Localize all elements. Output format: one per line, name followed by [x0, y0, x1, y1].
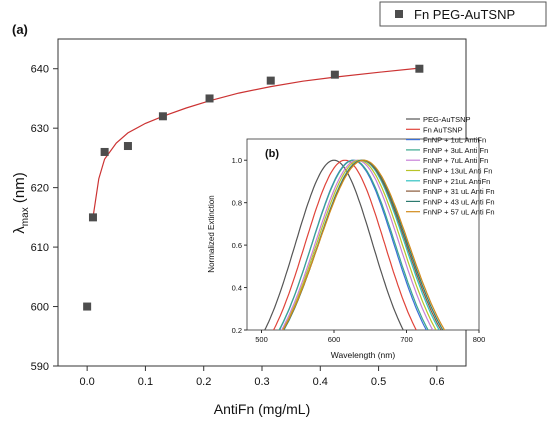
main-legend-box	[379, 1, 547, 27]
x-tick-label: 0.1	[138, 376, 153, 388]
inset-legend-label: FnNP + 7uL Anti Fn	[423, 156, 488, 165]
y-tick-label: 640	[31, 64, 49, 76]
data-point	[205, 94, 214, 103]
inset-spectra	[264, 159, 446, 330]
inset-legend-label: FnNP + 21uL AntiFn	[423, 177, 490, 186]
y-label-subscript: max	[20, 207, 31, 226]
spectrum-line	[282, 159, 446, 330]
x-tick-label: 0.5	[371, 376, 386, 388]
inset-legend-label: FnNP + 57 uL Anti Fn	[423, 208, 495, 217]
x-tick-label: 0.2	[196, 376, 211, 388]
x-tick-label: 0.4	[313, 376, 328, 388]
inset-legend-label: FnNP + 13uL Anti Fn	[423, 167, 492, 176]
spectrum-line	[264, 159, 404, 330]
data-point	[330, 70, 339, 79]
data-point	[158, 112, 167, 121]
inset-y-tick-label: 0.6	[232, 241, 242, 250]
x-tick-label: 0.0	[79, 376, 94, 388]
inset-plot-frame	[246, 138, 480, 331]
main-legend: Fn PEG-AuTSNP	[379, 1, 547, 27]
y-tick-label: 620	[31, 183, 49, 195]
y-tick-label: 600	[31, 302, 49, 314]
inset-y-tick-label: 1.0	[232, 156, 242, 165]
inset-y-tick-label: 0.8	[232, 199, 242, 208]
main-legend-label: Fn PEG-AuTSNP	[414, 7, 515, 22]
main-axis-ticks: 0.0 0.1 0.2 0.3 0.4 0.5 0.6 590 600 610 620 630 640	[31, 64, 445, 388]
inset-y-tick-label: 0.4	[232, 284, 242, 293]
data-point	[88, 213, 97, 222]
y-tick-label: 630	[31, 123, 49, 135]
y-label-unit: (nm)	[11, 172, 28, 207]
inset-legend-label: FnNP + 31 uL Anti Fn	[423, 187, 495, 196]
inset-y-axis-label: Normalized Extinction	[207, 195, 216, 272]
inset-panel: (b) Wavelength (nm) Normalized Extinctio…	[207, 115, 495, 360]
inset-x-tick-label: 700	[400, 335, 413, 344]
inset-x-axis-label: Wavelength (nm)	[331, 350, 396, 360]
inset-x-tick-label: 500	[255, 335, 268, 344]
y-tick-label: 590	[31, 361, 49, 373]
x-tick-label: 0.3	[254, 376, 269, 388]
main-legend-marker	[395, 10, 403, 18]
y-label-lambda: λ	[11, 226, 28, 234]
data-point	[415, 64, 424, 73]
inset-axis-ticks: 500 600 700 800 0.2 0.4 0.6 0.8 1.0	[232, 156, 486, 344]
spectrum-line	[278, 159, 429, 330]
svg-text:λmax (nm): λmax (nm)	[11, 172, 31, 233]
spectrum-line	[272, 159, 417, 330]
inset-x-tick-label: 600	[328, 335, 341, 344]
data-point	[100, 147, 109, 156]
inset-legend-label: PEG-AuTSNP	[423, 115, 471, 124]
inset-legend-label: FnNP + 43 uL Anti Fn	[423, 197, 495, 206]
main-data-points	[83, 64, 424, 311]
inset-legend-label: FnNP + 1uL AntiFn	[423, 136, 486, 145]
panel-a-label: (a)	[12, 22, 28, 37]
inset-x-tick-label: 800	[473, 335, 486, 344]
y-tick-label: 610	[31, 242, 49, 254]
inset-y-tick-label: 0.2	[232, 326, 242, 335]
main-x-axis-label: AntiFn (mg/mL)	[214, 401, 310, 417]
data-point	[123, 142, 132, 151]
panel-b-label: (b)	[265, 148, 279, 160]
spectrum-line	[280, 159, 434, 330]
x-tick-label: 0.6	[429, 376, 444, 388]
inset-legend-label: FnNP + 3uL Anti Fn	[423, 146, 488, 155]
data-point	[266, 76, 275, 85]
main-y-axis-label: λmax (nm)	[11, 172, 31, 233]
data-point	[83, 302, 92, 311]
inset-legend-label: Fn AuTSNP	[423, 125, 463, 134]
